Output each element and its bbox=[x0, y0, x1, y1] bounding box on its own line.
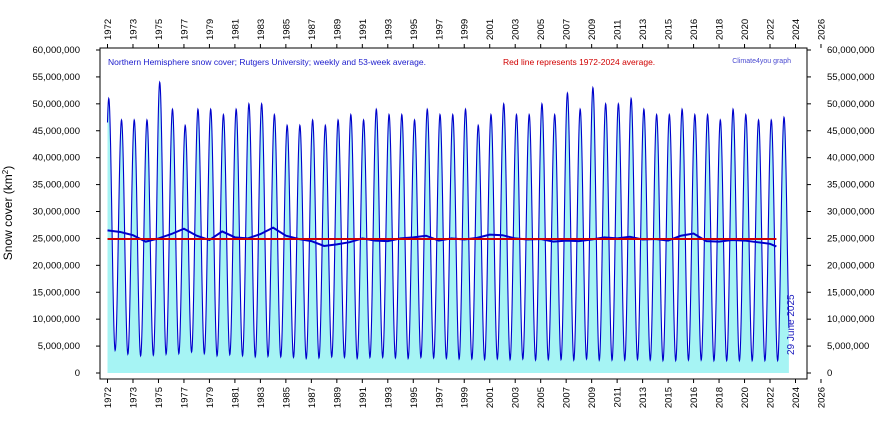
x-tick-label-top: 2003 bbox=[511, 19, 522, 40]
x-tick-label-top: 1997 bbox=[434, 19, 445, 40]
x-tick-label-bottom: 1991 bbox=[358, 387, 369, 408]
x-tick-label-bottom: 2020 bbox=[740, 387, 751, 408]
x-tick-label-bottom: 2011 bbox=[613, 387, 624, 407]
right-y-axis: 0 5,000,000 10,000,000 15,000,000 20,000,000… bbox=[807, 45, 875, 379]
y-tick-label-right: 0 bbox=[827, 368, 832, 379]
x-tick-label-top: 1972 bbox=[103, 19, 114, 40]
x-tick-label-bottom: 1997 bbox=[434, 387, 445, 408]
y-tick-label-right: 30,000,000 bbox=[827, 207, 875, 218]
x-tick-label-bottom: 1995 bbox=[409, 387, 420, 408]
x-tick-label-bottom: 1972 bbox=[103, 387, 114, 408]
x-tick-label-bottom: 2001 bbox=[485, 387, 496, 408]
y-tick-label-right: 50,000,000 bbox=[827, 99, 875, 110]
x-tick-label-top: 1991 bbox=[358, 19, 369, 40]
y-tick-label-right: 15,000,000 bbox=[827, 287, 875, 298]
weekly-line bbox=[106, 80, 790, 363]
x-tick-label-bottom: 1983 bbox=[256, 387, 267, 408]
bottom-x-axis: 1972 1973 1975 1977 1979 1981 1983 1985 1987 1989… bbox=[103, 379, 827, 408]
x-tick-label-top: 1983 bbox=[256, 19, 267, 40]
weekly-series bbox=[106, 80, 790, 363]
x-tick-label-top: 2018 bbox=[715, 19, 726, 40]
x-tick-label-top: 1977 bbox=[179, 19, 190, 40]
weekly-fill-layer bbox=[107, 82, 789, 373]
y-tick-label-left: 10,000,000 bbox=[32, 314, 80, 325]
chart-title: Northern Hemisphere snow cover; Rutgers … bbox=[108, 57, 426, 67]
x-tick-label-top: 2007 bbox=[562, 19, 573, 40]
y-tick-label-left: 60,000,000 bbox=[32, 45, 80, 56]
x-tick-label-bottom: 1973 bbox=[128, 387, 139, 408]
y-tick-label-left: 50,000,000 bbox=[32, 99, 80, 110]
y-tick-label-right: 55,000,000 bbox=[827, 72, 875, 83]
x-tick-label-bottom: 2018 bbox=[715, 387, 726, 408]
x-tick-label-bottom: 2003 bbox=[511, 387, 522, 408]
y-tick-label-right: 20,000,000 bbox=[827, 260, 875, 271]
x-tick-label-bottom: 1987 bbox=[307, 387, 318, 408]
left-y-axis: 0 5,000,000 10,000,000 15,000,000 20,000,000… bbox=[32, 45, 100, 379]
y-axis-label: Snow cover (km2) bbox=[1, 166, 15, 260]
chart-credit: Climate4you graph bbox=[732, 58, 791, 65]
x-tick-label-bottom: 1989 bbox=[332, 387, 343, 408]
y-tick-label-left: 35,000,000 bbox=[32, 180, 80, 191]
y-tick-label-left: 55,000,000 bbox=[32, 72, 80, 83]
x-tick-label-bottom: 2026 bbox=[816, 387, 827, 408]
x-tick-label-top: 1987 bbox=[307, 19, 318, 40]
x-tick-label-bottom: 1975 bbox=[154, 387, 165, 408]
y-tick-label-right: 5,000,000 bbox=[827, 341, 869, 352]
x-tick-label-top: 1979 bbox=[205, 19, 216, 40]
plot-frame bbox=[99, 47, 808, 380]
x-tick-label-bottom: 1977 bbox=[179, 387, 190, 408]
y-tick-label-left: 40,000,000 bbox=[32, 153, 80, 164]
x-tick-label-top: 2013 bbox=[638, 19, 649, 40]
weekly-fill bbox=[107, 82, 789, 373]
x-tick-label-top: 2009 bbox=[587, 19, 598, 40]
x-tick-label-bottom: 2013 bbox=[638, 387, 649, 408]
x-tick-label-top: 2020 bbox=[740, 19, 751, 40]
x-tick-label-top: 1975 bbox=[154, 19, 165, 40]
date-label: 29 June 2025 bbox=[786, 294, 797, 355]
x-tick-label-bottom: 2009 bbox=[587, 387, 598, 408]
x-tick-label-top: 1989 bbox=[332, 19, 343, 40]
x-tick-label-top: 2015 bbox=[664, 19, 675, 40]
x-tick-label-top: 1993 bbox=[383, 19, 394, 40]
x-tick-label-top: 2005 bbox=[536, 19, 547, 40]
top-x-axis: 1972 1973 1975 1977 1979 1981 1983 1985 1987 1989… bbox=[103, 19, 827, 48]
y-tick-label-left: 0 bbox=[75, 368, 80, 379]
x-tick-label-bottom: 1985 bbox=[281, 387, 292, 408]
x-tick-label-top: 2024 bbox=[791, 19, 802, 40]
y-tick-label-left: 30,000,000 bbox=[32, 207, 80, 218]
x-tick-label-top: 1981 bbox=[230, 19, 241, 40]
x-tick-label-bottom: 1999 bbox=[460, 387, 471, 408]
x-tick-label-bottom: 1993 bbox=[383, 387, 394, 408]
y-tick-label-right: 45,000,000 bbox=[827, 126, 875, 137]
x-tick-label-top: 1985 bbox=[281, 19, 292, 40]
x-tick-label-bottom: 2022 bbox=[766, 387, 777, 408]
x-tick-label-top: 1999 bbox=[460, 19, 471, 40]
x-tick-label-bottom: 2016 bbox=[689, 387, 700, 408]
x-tick-label-bottom: 1979 bbox=[205, 387, 216, 408]
x-tick-label-top: 2022 bbox=[766, 19, 777, 40]
y-tick-label-right: 25,000,000 bbox=[827, 233, 875, 244]
y-tick-label-left: 15,000,000 bbox=[32, 287, 80, 298]
y-tick-label-left: 45,000,000 bbox=[32, 126, 80, 137]
x-tick-label-top: 2001 bbox=[485, 19, 496, 40]
x-tick-label-top: 1973 bbox=[128, 19, 139, 40]
y-tick-label-right: 10,000,000 bbox=[827, 314, 875, 325]
x-tick-label-bottom: 2015 bbox=[664, 387, 675, 408]
y-tick-label-right: 60,000,000 bbox=[827, 45, 875, 56]
y-tick-label-left: 25,000,000 bbox=[32, 233, 80, 244]
x-tick-label-bottom: 2007 bbox=[562, 387, 573, 408]
y-tick-label-right: 35,000,000 bbox=[827, 180, 875, 191]
x-tick-label-bottom: 1981 bbox=[230, 387, 241, 408]
x-tick-label-bottom: 2005 bbox=[536, 387, 547, 408]
x-tick-label-top: 2026 bbox=[816, 19, 827, 40]
x-tick-label-top: 1995 bbox=[409, 19, 420, 40]
y-tick-label-right: 40,000,000 bbox=[827, 153, 875, 164]
chart-title-note: Red line represents 1972-2024 average. bbox=[503, 57, 655, 67]
x-tick-label-top: 2011 bbox=[613, 20, 624, 40]
x-tick-label-bottom: 2024 bbox=[791, 387, 802, 408]
x-tick-label-top: 2016 bbox=[689, 19, 700, 40]
y-tick-label-left: 20,000,000 bbox=[32, 260, 80, 271]
y-tick-label-left: 5,000,000 bbox=[38, 341, 80, 352]
